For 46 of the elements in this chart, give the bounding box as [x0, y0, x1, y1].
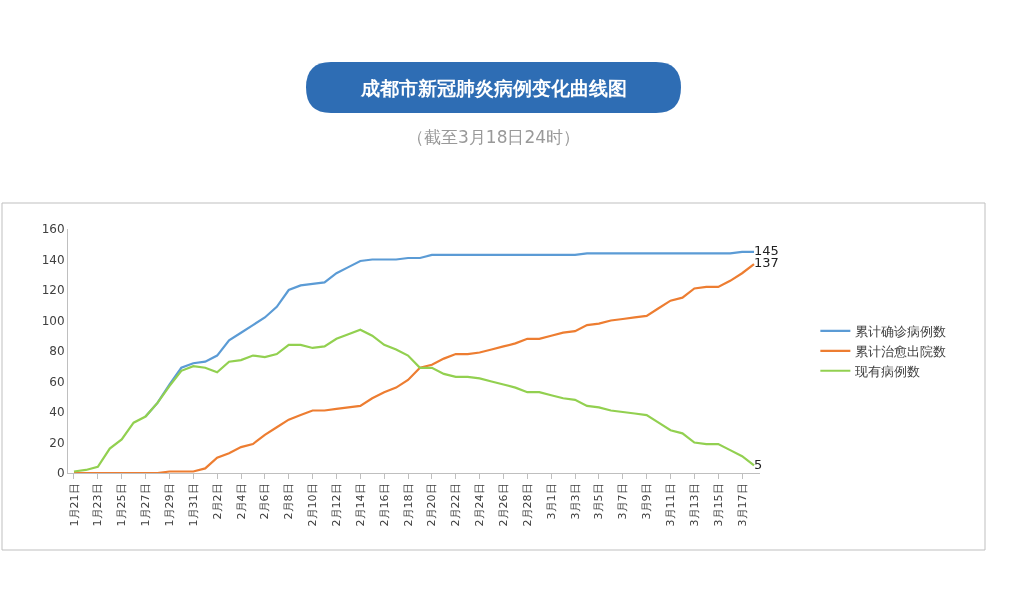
chart-subtitle: （截至3月18日24时） [407, 127, 581, 147]
x-tick-label: 3月13日 [687, 483, 701, 527]
x-tick-label: 2月8日 [282, 483, 296, 520]
x-tick-label: 2月6日 [258, 483, 272, 520]
x-tick-label: 2月12日 [330, 483, 344, 527]
legend-label: 累计治愈出院数 [855, 343, 947, 359]
x-tick-label: 2月20日 [425, 483, 439, 527]
x-tick-label: 2月22日 [449, 483, 463, 527]
x-tick-label: 1月25日 [115, 483, 129, 527]
line-series [72, 262, 756, 473]
data-label: 5 [754, 456, 763, 472]
x-tick-label: 2月14日 [353, 483, 367, 527]
x-tick-label: 1月23日 [91, 483, 105, 527]
x-tick-label: 2月18日 [401, 483, 415, 527]
x-tick-label: 2月2日 [210, 483, 224, 520]
x-tick-label: 3月11日 [664, 483, 678, 527]
y-tick-label: 120 [41, 283, 65, 298]
x-tick-label: 2月24日 [473, 483, 487, 527]
x-tick-label: 1月27日 [139, 483, 153, 527]
x-tick-label: 3月7日 [616, 483, 630, 520]
y-tick-label: 160 [41, 222, 65, 237]
x-tick-label: 2月10日 [306, 483, 320, 527]
x-tick-label: 3月3日 [568, 483, 582, 520]
x-tick-label: 2月16日 [377, 483, 391, 527]
x-tick-label: 3月5日 [592, 483, 606, 520]
chart-title: 成都市新冠肺炎病例变化曲线图 [360, 77, 627, 99]
x-tick-label: 2月4日 [234, 483, 248, 520]
x-tick-label: 1月31日 [186, 483, 200, 527]
x-tick-label: 3月1日 [544, 483, 558, 520]
x-tick-label: 1月21日 [67, 483, 81, 527]
y-tick-label: 140 [41, 252, 65, 267]
y-tick-label: 40 [49, 405, 65, 420]
x-tick-label: 3月9日 [640, 483, 654, 520]
x-tick-label: 2月28日 [520, 483, 534, 527]
line-series [72, 328, 756, 473]
y-tick-label: 100 [41, 313, 65, 328]
y-tick-label: 0 [56, 466, 65, 481]
legend-label: 现有病例数 [855, 363, 921, 379]
y-tick-label: 60 [49, 374, 65, 389]
x-tick-label: 3月15日 [711, 483, 725, 527]
x-tick-label: 3月17日 [735, 483, 749, 527]
y-tick-label: 80 [49, 344, 65, 359]
x-tick-label: 1月29日 [162, 483, 176, 527]
y-tick-label: 20 [49, 435, 65, 450]
x-tick-label: 2月26日 [497, 483, 511, 527]
legend-label: 累计确诊病例数 [855, 324, 947, 340]
